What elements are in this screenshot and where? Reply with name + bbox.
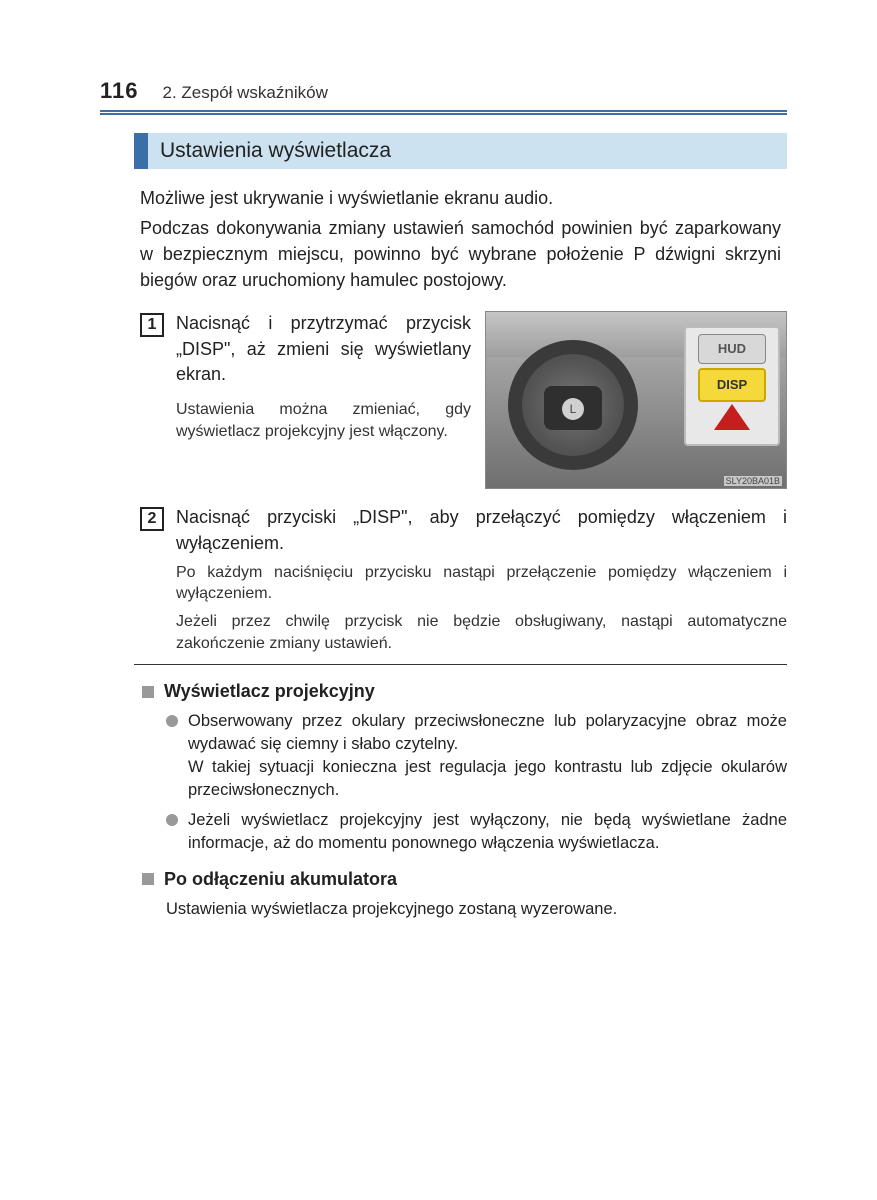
info-title-1: Wyświetlacz projekcyjny	[164, 681, 375, 702]
chapter-title: 2. Zespół wskaźników	[163, 83, 328, 103]
hud-button: HUD	[698, 334, 766, 364]
page-number: 116	[100, 78, 139, 104]
info-heading-2: Po odłączeniu akumulatora	[142, 869, 787, 890]
section-title-bar: Ustawienia wyświetlacza	[134, 133, 787, 169]
section-title-tab	[134, 133, 148, 169]
dashboard-figure: L HUD DISP SLY20BA01B	[485, 311, 787, 489]
manual-page: 116 2. Zespół wskaźników Ustawienia wyśw…	[0, 0, 877, 921]
step-number-2: 2	[140, 507, 164, 531]
info-title-2: Po odłączeniu akumulatora	[164, 869, 397, 890]
square-bullet-icon	[142, 686, 154, 698]
figure-code: SLY20BA01B	[724, 476, 782, 486]
step-1-note: Ustawienia można zmieniać, gdy wyświetla…	[176, 399, 471, 442]
intro-line-1: Możliwe jest ukrywanie i wyświetlanie ek…	[140, 185, 781, 211]
step-1: 1 Nacisnąć i przytrzymać przycisk „DISP"…	[134, 311, 787, 489]
step-2: 2 Nacisnąć przyciski „DISP", aby przełąc…	[134, 505, 787, 654]
info-bullet-1-main: Obserwowany przez okulary przeciwsłonecz…	[188, 712, 787, 753]
info-bullet-1-cont: W takiej sytuacji konieczna jest regulac…	[188, 756, 787, 802]
info-bullet-1: Obserwowany przez okulary przeciwsłonecz…	[142, 710, 787, 802]
info-bullet-1-text: Obserwowany przez okulary przeciwsłonecz…	[188, 710, 787, 802]
info-bullet-2: Jeżeli wyświetlacz projekcyjny jest wyłą…	[142, 809, 787, 855]
circle-bullet-icon	[166, 715, 178, 727]
section-intro: Możliwe jest ukrywanie i wyświetlanie ek…	[134, 185, 787, 311]
section-title: Ustawienia wyświetlacza	[148, 133, 787, 169]
info-bullet-2-text: Jeżeli wyświetlacz projekcyjny jest wyłą…	[188, 809, 787, 855]
page-content: Ustawienia wyświetlacza Możliwe jest ukr…	[100, 115, 787, 921]
circle-bullet-icon	[166, 814, 178, 826]
step-2-note-1: Po każdym naciśnięciu przycisku nastąpi …	[176, 562, 787, 605]
arrow-up-icon	[714, 404, 750, 430]
step-number-1: 1	[140, 313, 164, 337]
header-rule-thin	[100, 110, 787, 112]
step-2-note-2: Jeżeli przez chwilę przycisk nie będzie …	[176, 611, 787, 654]
intro-line-2: Podczas dokonywania zmiany ustawień samo…	[140, 215, 781, 293]
step-1-text: Nacisnąć i przytrzymać przycisk „DISP", …	[176, 311, 471, 387]
info-section-2: Po odłączeniu akumulatora Ustawienia wyś…	[134, 861, 787, 921]
info-plain-text: Ustawienia wyświetlacza projekcyjnego zo…	[142, 898, 787, 921]
info-heading-1: Wyświetlacz projekcyjny	[142, 681, 787, 702]
disp-button: DISP	[698, 368, 766, 402]
square-bullet-icon	[142, 873, 154, 885]
step-2-text: Nacisnąć przyciski „DISP", aby przełączy…	[176, 505, 787, 555]
button-callout: HUD DISP	[684, 326, 780, 446]
info-section-1: Wyświetlacz projekcyjny Obserwowany prze…	[134, 665, 787, 855]
page-header: 116 2. Zespół wskaźników	[100, 78, 787, 108]
